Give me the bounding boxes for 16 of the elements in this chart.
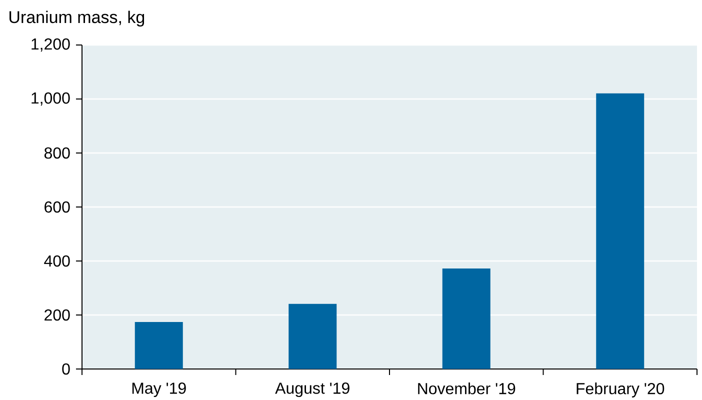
bar [288, 304, 337, 369]
bar [596, 93, 644, 369]
x-tick-label: February '20 [576, 382, 664, 398]
x-tick-label: May '19 [132, 382, 186, 398]
y-tick-label: 0 [62, 363, 70, 375]
y-tick-label: 800 [44, 147, 70, 159]
y-tick-label: 600 [44, 201, 70, 213]
x-tick-label: August '19 [275, 382, 350, 398]
bar [134, 322, 183, 369]
bar [442, 268, 490, 369]
y-tick-label: 1,000 [32, 92, 70, 106]
y-tick-label: 1,200 [32, 38, 70, 52]
y-axis-title: Uranium mass, kg [10, 10, 144, 27]
y-tick-label: 400 [44, 255, 70, 267]
y-tick-label: 200 [44, 309, 70, 321]
x-tick-label: November '19 [418, 382, 516, 394]
